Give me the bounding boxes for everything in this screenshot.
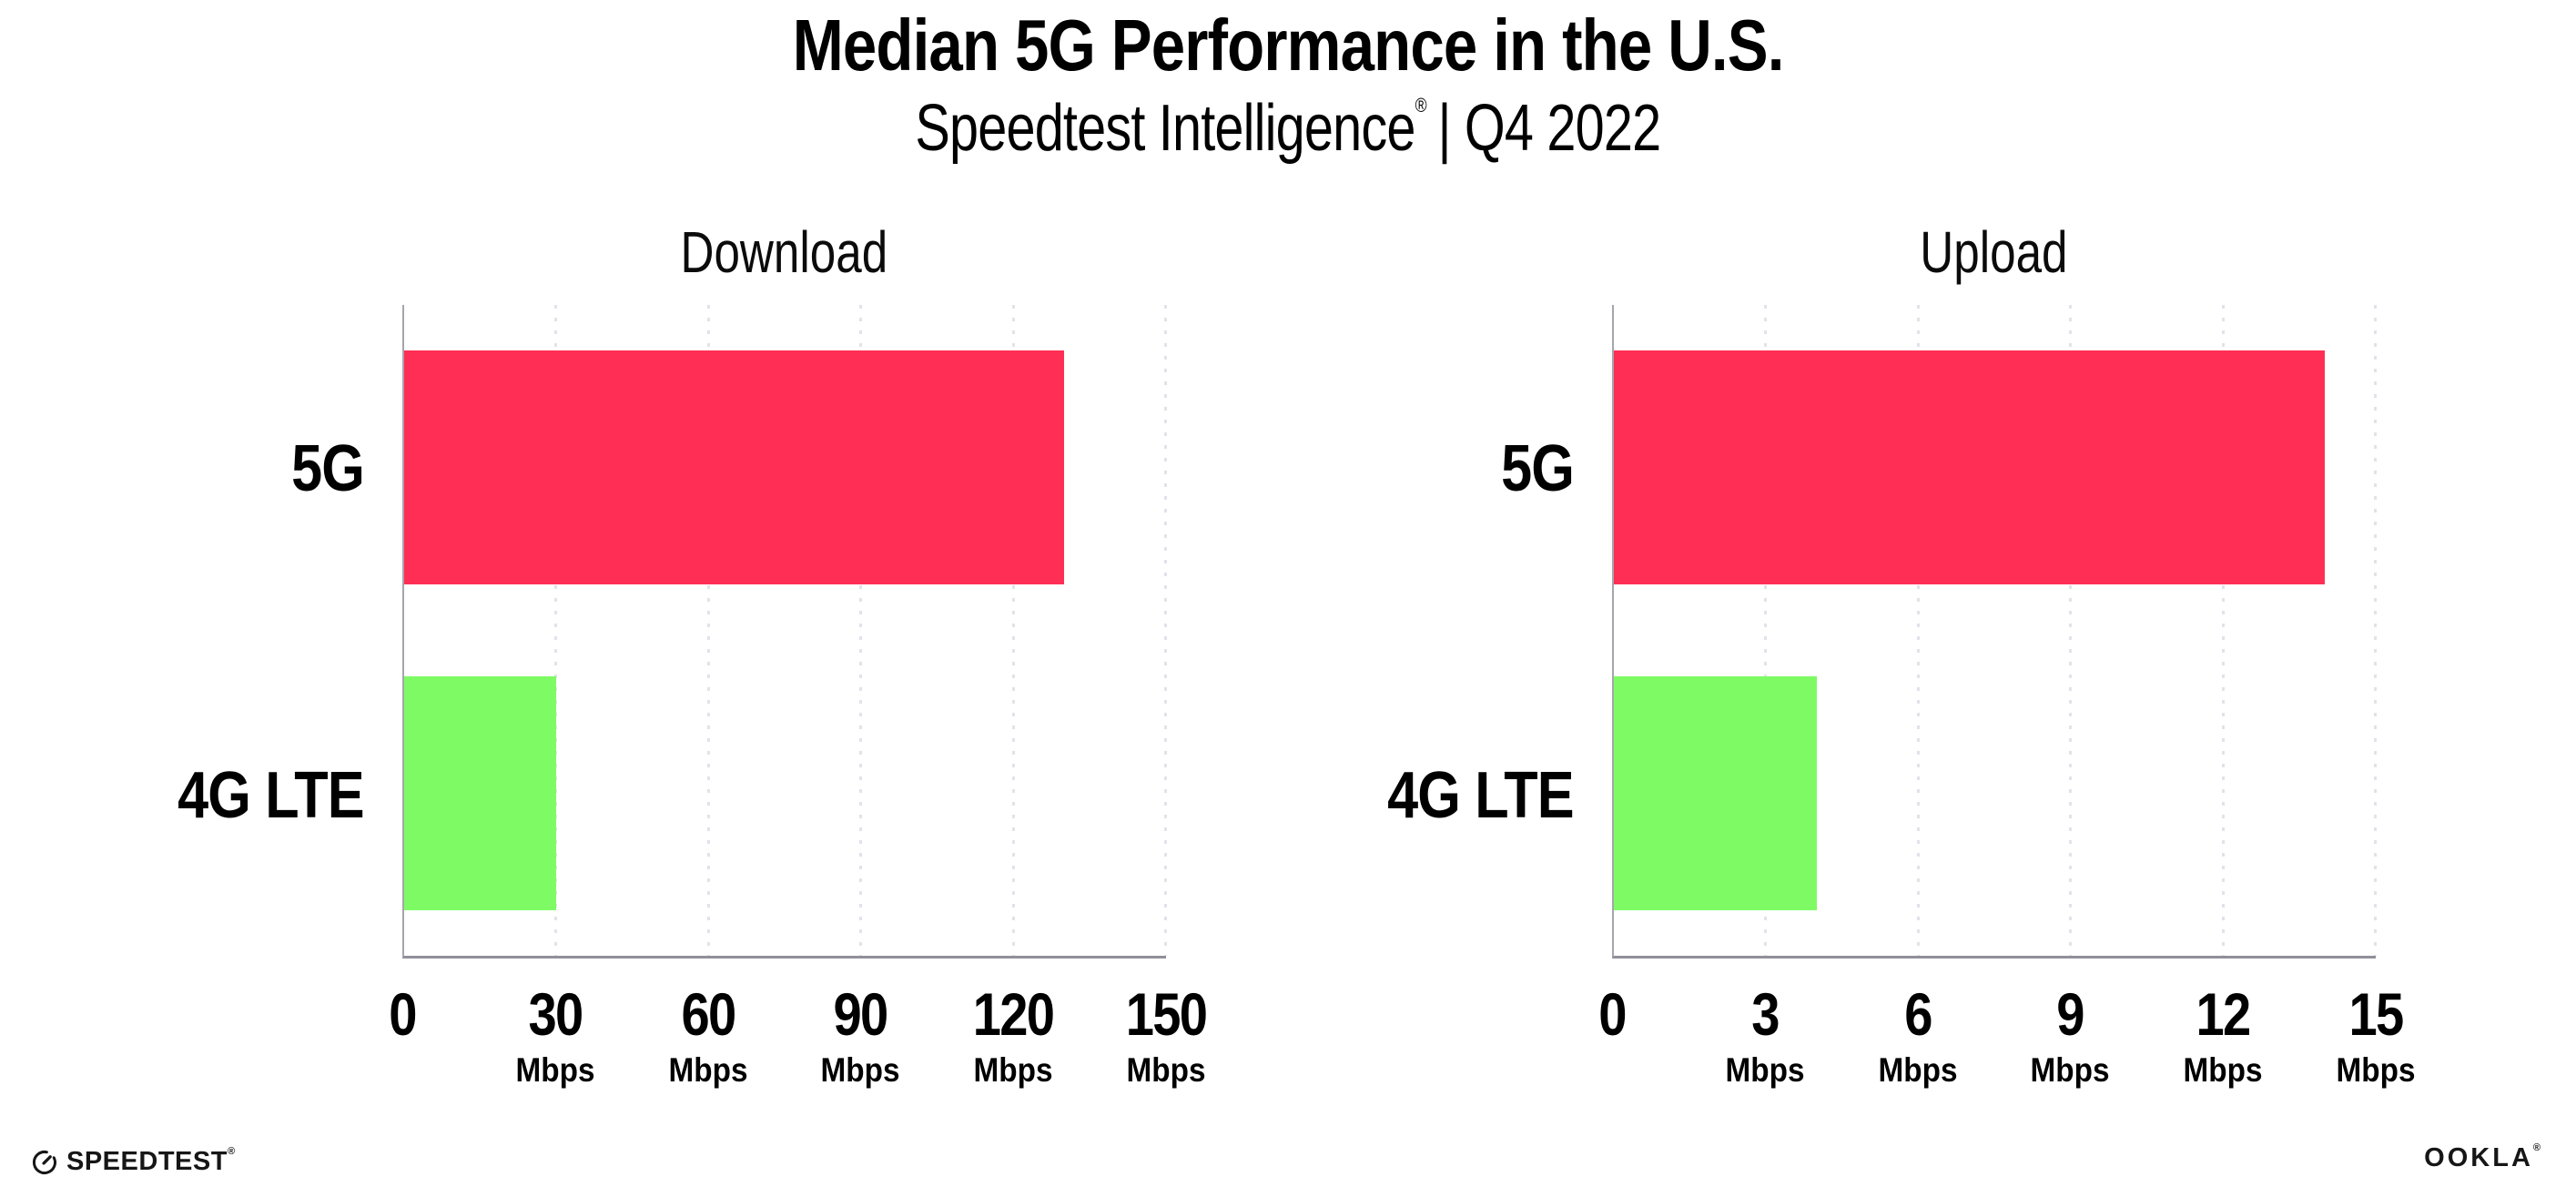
x-tick: 0 <box>387 984 419 1044</box>
category-label-text: 4G LTE <box>177 758 364 832</box>
x-tick-value: 150 <box>1125 980 1208 1048</box>
chart-upload-title: Upload <box>1612 223 2376 305</box>
bar-row <box>1614 631 2376 957</box>
page-title-text: Median 5G Performance in the U.S. <box>792 5 1785 86</box>
registered-mark: ® <box>1415 94 1427 117</box>
x-tick: 60 Mbps <box>664 984 752 1087</box>
gridline <box>2069 305 2073 956</box>
x-tick-value: 15 <box>2348 980 2404 1048</box>
category-label-5g: 5G <box>164 305 402 632</box>
speedtest-gauge-icon <box>32 1150 56 1174</box>
bar-row <box>404 305 1166 631</box>
speedtest-registered-mark: ® <box>227 1146 236 1157</box>
x-tick-unit: Mbps <box>2336 1051 2416 1089</box>
category-label-text: 5G <box>1501 431 1575 505</box>
x-tick: 9 Mbps <box>2026 984 2115 1087</box>
gridline <box>1011 305 1015 956</box>
x-tick-unit: Mbps <box>668 1051 748 1089</box>
ookla-logo: OOKLA® <box>2424 1142 2543 1173</box>
x-tick-unit: Mbps <box>1126 1051 1206 1089</box>
gridline <box>1916 305 1920 956</box>
bar-row <box>1614 305 2376 631</box>
x-tick: 120 Mbps <box>966 984 1060 1087</box>
bar-4g-lte <box>1614 675 1818 910</box>
bar-5g <box>1614 350 2326 585</box>
gridline <box>2374 305 2377 956</box>
x-tick-unit: Mbps <box>1878 1051 1958 1089</box>
chart-download-x-axis: 0 30 Mbps 60 Mbps 90 Mbps 120 Mbps 150 Mbps <box>389 959 1208 1118</box>
x-tick: 12 Mbps <box>2179 984 2267 1087</box>
x-tick-value: 120 <box>972 980 1055 1048</box>
x-tick: 30 Mbps <box>511 984 599 1087</box>
x-tick: 90 Mbps <box>816 984 905 1087</box>
chart-upload-x-axis: 0 3 Mbps 6 Mbps 9 Mbps 12 Mbps 15 Mbps <box>1598 959 2415 1118</box>
bar-4g-lte <box>404 675 557 910</box>
x-tick-unit: Mbps <box>973 1051 1053 1089</box>
x-tick: 15 Mbps <box>2332 984 2420 1087</box>
category-label-5g: 5G <box>1374 305 1612 632</box>
ookla-wordmark-text: OOKLA <box>2424 1143 2533 1172</box>
speedtest-logo: SPEEDTEST® <box>31 1146 236 1177</box>
x-tick: 0 <box>1597 984 1628 1044</box>
x-tick: 3 Mbps <box>1720 984 1809 1087</box>
gridline <box>1764 305 1768 956</box>
page-subtitle: Speedtest Intelligence® | Q4 2022 <box>0 92 2576 165</box>
ookla-registered-mark: ® <box>2532 1142 2543 1153</box>
x-tick-value: 60 <box>681 980 736 1048</box>
gridline <box>706 305 710 956</box>
subtitle-brand: Speedtest Intelligence <box>915 92 1416 165</box>
x-tick-unit: Mbps <box>820 1051 900 1089</box>
x-tick-value: 6 <box>1903 980 1932 1048</box>
x-tick-value: 12 <box>2196 980 2252 1048</box>
chart-download-title-text: Download <box>680 219 888 285</box>
x-tick-value: 0 <box>1598 980 1627 1048</box>
chart-download-plot-area <box>402 305 1167 959</box>
x-tick-value: 3 <box>1751 980 1780 1048</box>
chart-upload-title-text: Upload <box>1920 219 2068 285</box>
x-tick-value: 30 <box>528 980 583 1048</box>
category-label-text: 5G <box>291 431 365 505</box>
x-tick-unit: Mbps <box>1725 1051 1805 1089</box>
category-label-4g-lte: 4G LTE <box>164 632 402 959</box>
speedtest-wordmark-text: SPEEDTEST <box>66 1147 228 1176</box>
gridline <box>554 305 558 956</box>
gridline <box>859 305 863 956</box>
chart-upload: Upload 5G 4G LTE 0 3 Mbps 6 Mbps 9 Mbps 12 Mbps 15… <box>1374 223 2415 1118</box>
category-label-text: 4G LTE <box>1387 758 1574 832</box>
x-tick-unit: Mbps <box>2183 1051 2263 1089</box>
x-tick-value: 9 <box>2056 980 2085 1048</box>
bar-row <box>404 631 1166 957</box>
chart-download-category-labels: 5G 4G LTE <box>164 305 402 959</box>
x-tick: 150 Mbps <box>1119 984 1213 1087</box>
x-tick: 6 Mbps <box>1873 984 1962 1087</box>
x-tick-unit: Mbps <box>515 1051 595 1089</box>
speedtest-wordmark: SPEEDTEST® <box>66 1146 236 1177</box>
page-subtitle-text: Speedtest Intelligence® | Q4 2022 <box>915 92 1662 165</box>
gridline <box>2221 305 2225 956</box>
x-tick-value: 90 <box>833 980 889 1048</box>
category-label-4g-lte: 4G LTE <box>1374 632 1612 959</box>
x-tick-unit: Mbps <box>2030 1051 2110 1089</box>
chart-upload-plot-area <box>1612 305 2377 959</box>
chart-upload-category-labels: 5G 4G LTE <box>1374 305 1612 959</box>
chart-download: Download 5G 4G LTE 0 30 Mbps 60 Mbps 90 Mbps 120… <box>164 223 1208 1118</box>
bar-5g <box>404 350 1065 585</box>
x-tick-value: 0 <box>389 980 417 1048</box>
subtitle-quarter: | Q4 2022 <box>1437 92 1662 165</box>
chart-upload-body: 5G 4G LTE <box>1374 305 2377 959</box>
page-title: Median 5G Performance in the U.S. <box>0 9 2576 82</box>
chart-download-body: 5G 4G LTE <box>164 305 1167 959</box>
gridline <box>1164 305 1167 956</box>
chart-download-title: Download <box>402 223 1166 305</box>
